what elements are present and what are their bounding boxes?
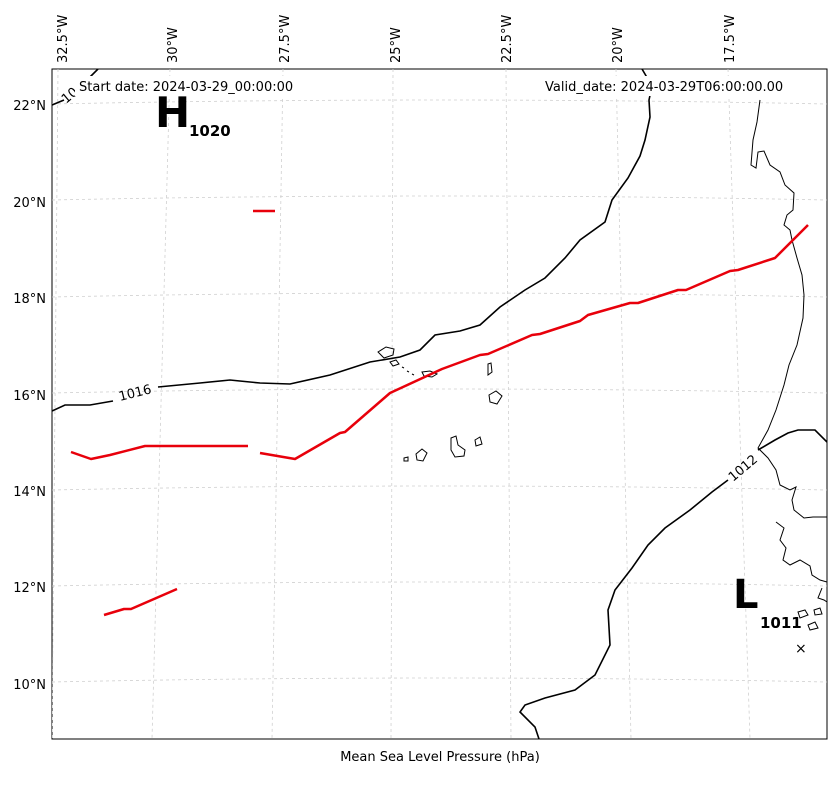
parallel-10n [52,677,827,683]
meridian-27-5w [271,69,284,739]
graticule [52,69,827,739]
sao-nicolau [421,370,439,378]
front-segment-1 [70,444,248,461]
lat-label-10n: 10°N [13,678,46,693]
longitude-labels: 32.5°W 30°W 27.5°W 25°W 22.5°W 20°W 17.5… [56,15,738,63]
boa-vista [488,390,503,405]
low-center-marker: × [795,641,807,657]
fronts [70,209,809,617]
valid-date-text: Valid_date: 2024-03-29T06:00:00.00 [545,80,783,95]
santiago [450,435,466,458]
coastlines [377,99,827,631]
african-coast-south [775,521,827,583]
map-footer-label: Mean Sea Level Pressure (hPa) [340,750,540,765]
front-segment-2 [259,224,809,461]
islet-chain [401,366,415,376]
start-date-text: Start date: 2024-03-29_00:00:00 [79,80,293,95]
high-center-value: 1020 [189,122,231,140]
african-coast [750,99,827,519]
meridian-22-5w [505,69,512,739]
lon-label-27-5w: 27.5°W [278,15,293,63]
isobars [52,69,827,739]
lon-label-20w: 20°W [611,27,626,63]
bijagos [797,607,823,631]
start-date-bg [75,76,313,96]
high-pressure-center: H 1020 [155,88,231,140]
meridian-30w [151,69,171,739]
parallel-22n [52,99,827,105]
parallel-18n [52,292,827,298]
sal [487,362,493,376]
low-pressure-center: L 1011 × [733,572,807,657]
meridian-17-5w [727,69,751,739]
meridian-20w [615,69,632,739]
isobar-1016 [52,69,653,412]
maio [474,436,483,447]
sao-vicente [389,359,400,367]
parallel-20n [52,195,827,201]
lat-label-22n: 22°N [13,99,46,114]
santo-antao [377,346,395,359]
fogo [415,448,428,462]
meridian-25w [390,69,394,739]
latitude-labels: 22°N 20°N 18°N 16°N 14°N 12°N 10°N [13,99,46,693]
parallel-14n [52,485,827,491]
front-segment-4 [103,587,178,617]
parallel-16n [52,388,827,394]
low-center-value: 1011 [760,614,802,632]
lon-label-32-5w: 32.5°W [56,15,71,63]
map-frame [51,68,828,740]
lon-label-30w: 30°W [166,27,181,63]
lon-label-25w: 25°W [389,27,404,63]
lat-label-18n: 18°N [13,292,46,307]
guinea-coast [817,587,827,603]
lat-label-14n: 14°N [13,485,46,500]
brava [403,456,409,462]
lon-label-22-5w: 22.5°W [500,15,515,63]
lat-label-12n: 12°N [13,581,46,596]
parallel-12n [52,581,827,587]
high-center-symbol: H [155,88,190,137]
lat-label-20n: 20°N [13,196,46,211]
lat-label-16n: 16°N [13,389,46,404]
lon-label-17-5w: 17.5°W [723,15,738,63]
valid-date-bg [540,76,805,96]
isobar-1012 [518,429,827,739]
meridian-32-5w [52,69,59,739]
low-center-symbol: L [733,572,759,618]
